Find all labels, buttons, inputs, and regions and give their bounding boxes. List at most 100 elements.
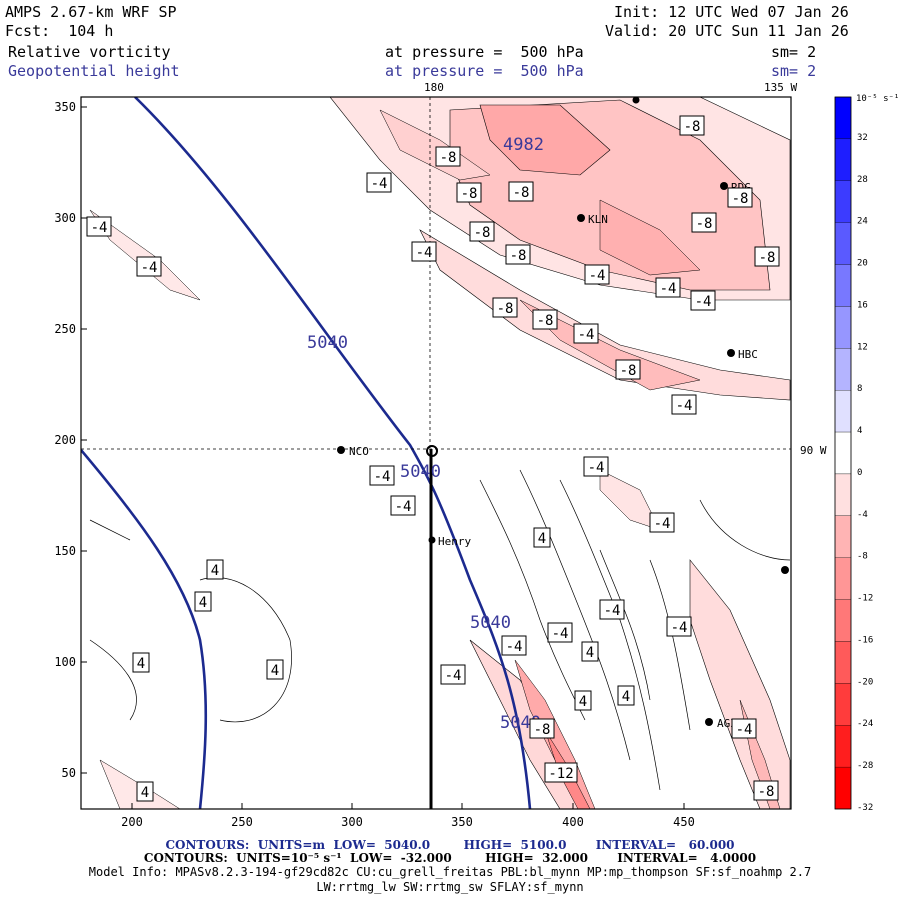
vorticity-label: -4 xyxy=(736,722,753,738)
footer-model-info: Model Info: MPASv8.2.3-194-gf29cd82c CU:… xyxy=(88,865,812,879)
station-hbc-label: HBC xyxy=(738,348,758,361)
vorticity-label: -4 xyxy=(660,281,677,297)
colorbar-swatch xyxy=(834,390,852,433)
vorticity-label: -8 xyxy=(758,784,775,800)
vorticity-label: -4 xyxy=(604,603,621,619)
vorticity-label-box xyxy=(501,635,527,656)
station-kln-marker xyxy=(577,214,585,222)
level-vorticity: at pressure = 500 hPa xyxy=(385,43,584,61)
x-axis: 200 250 300 350 400 450 xyxy=(121,803,695,829)
vorticity-label: -8 xyxy=(732,191,749,207)
y-tick-label: 150 xyxy=(54,544,76,558)
vorticity-label: 4 xyxy=(622,689,630,705)
vorticity-label: -4 xyxy=(445,668,462,684)
vorticity-label-box xyxy=(492,297,518,318)
y-tick-label: 350 xyxy=(54,100,76,114)
vorticity-label: -4 xyxy=(588,460,605,476)
height-label-low: 4982 xyxy=(503,135,544,155)
vorticity-label-box xyxy=(573,323,599,344)
footer-height-contours: CONTOURS: UNITS=m LOW= 5040.0 HIGH= 5100… xyxy=(165,838,735,852)
vorticity-label: -8 xyxy=(510,248,527,264)
colorbar-swatch xyxy=(834,348,852,391)
station-kln-label: KLN xyxy=(588,213,608,226)
vorticity-label: -4 xyxy=(506,639,523,655)
vorticity-label: -4 xyxy=(578,327,595,343)
vorticity-label: -4 xyxy=(695,294,712,310)
vorticity-labels: -4-4-4-8-8-8-8-8-8-8-8-8-4-4-4-4-8-8-4-8… xyxy=(86,115,780,802)
x-tick-label: 250 xyxy=(231,815,253,829)
colorbar-tick-label: 16 xyxy=(857,300,868,310)
lon-label-90w: 90 W xyxy=(800,444,827,457)
colorbar-tick-label: 8 xyxy=(857,384,862,394)
vorticity-label-box xyxy=(194,591,212,612)
colorbar-tick-label: -32 xyxy=(857,803,873,813)
height-contours xyxy=(81,97,532,809)
vorticity-label-box xyxy=(508,181,534,202)
x-tick-label: 450 xyxy=(673,815,695,829)
colorbar-swatch xyxy=(834,641,852,684)
colorbar-swatch xyxy=(834,725,852,768)
vorticity-label: 4 xyxy=(211,563,219,579)
colorbar-tick-label: 12 xyxy=(857,342,868,352)
cross-section-point xyxy=(426,445,438,457)
colorbar-tick-label: 24 xyxy=(857,217,868,227)
vorticity-label-box xyxy=(679,115,705,136)
vorticity-label-box xyxy=(86,216,112,237)
vorticity-label: -8 xyxy=(759,250,776,266)
y-tick-label: 50 xyxy=(62,766,76,780)
vorticity-label: -8 xyxy=(534,722,551,738)
vorticity-label: -4 xyxy=(141,260,158,276)
height-labels: 5040 5040 5040 5040 4982 xyxy=(307,135,544,733)
vorticity-label-box xyxy=(583,456,609,477)
vorticity-label-box xyxy=(574,690,592,711)
vorticity-label-box xyxy=(753,780,779,801)
colorbar-swatch xyxy=(834,473,852,516)
height-label: 5040 xyxy=(470,613,511,633)
field-vorticity-label: Relative vorticity xyxy=(8,43,171,61)
vorticity-label-box xyxy=(666,616,692,637)
colorbar-tick-label: -16 xyxy=(857,635,873,645)
lon-label-180: 180 xyxy=(424,81,444,94)
vorticity-label: -4 xyxy=(395,499,412,515)
footer-vorticity-contours: CONTOURS: UNITS=10⁻⁵ s⁻¹ LOW= -32.000 HI… xyxy=(143,851,757,865)
station-edge-marker xyxy=(781,566,789,574)
colorbar-swatch xyxy=(834,222,852,265)
colorbar-tick-label: -4 xyxy=(857,510,868,520)
vorticity-label-box xyxy=(754,246,780,267)
vorticity-label-box xyxy=(440,664,466,685)
vorticity-label: 4 xyxy=(271,663,279,679)
level-height: at pressure = 500 hPa xyxy=(385,62,584,80)
vorticity-label: -4 xyxy=(374,469,391,485)
vorticity-label-box xyxy=(690,290,716,311)
colorbar-swatch xyxy=(834,515,852,558)
vorticity-label-box xyxy=(731,718,757,739)
lon-label-135w: 135 W xyxy=(764,81,797,94)
station-nco-marker xyxy=(337,446,345,454)
station-henry-label: Henry xyxy=(438,535,471,548)
vorticity-label: 4 xyxy=(199,595,207,611)
vorticity-label: -8 xyxy=(513,185,530,201)
vorticity-label-box xyxy=(435,146,461,167)
vorticity-label-box xyxy=(369,465,395,486)
init-time: Init: 12 UTC Wed 07 Jan 26 xyxy=(614,3,849,21)
colorbar-swatch xyxy=(834,264,852,307)
vorticity-label-box xyxy=(727,187,753,208)
vorticity-label-box xyxy=(584,264,610,285)
colorbar-swatch xyxy=(834,557,852,600)
vorticity-label: -4 xyxy=(654,516,671,532)
vorticity-label: -4 xyxy=(371,176,388,192)
colorbar-tick-label: 32 xyxy=(857,133,868,143)
model-title: AMPS 2.67-km WRF SP xyxy=(5,3,177,21)
vorticity-label: -4 xyxy=(416,245,433,261)
vorticity-label-box xyxy=(671,394,697,415)
station-henry-marker xyxy=(428,536,436,544)
colorbar-swatch xyxy=(834,180,852,223)
forecast-hour: Fcst: 104 h xyxy=(5,22,114,40)
y-tick-label: 300 xyxy=(54,211,76,225)
vorticity-label: -8 xyxy=(696,216,713,232)
plot-frame xyxy=(80,96,792,810)
station-rdg-marker xyxy=(720,182,728,190)
colorbar-swatch xyxy=(834,683,852,726)
y-axis: 350 300 250 200 150 100 50 xyxy=(54,100,87,780)
